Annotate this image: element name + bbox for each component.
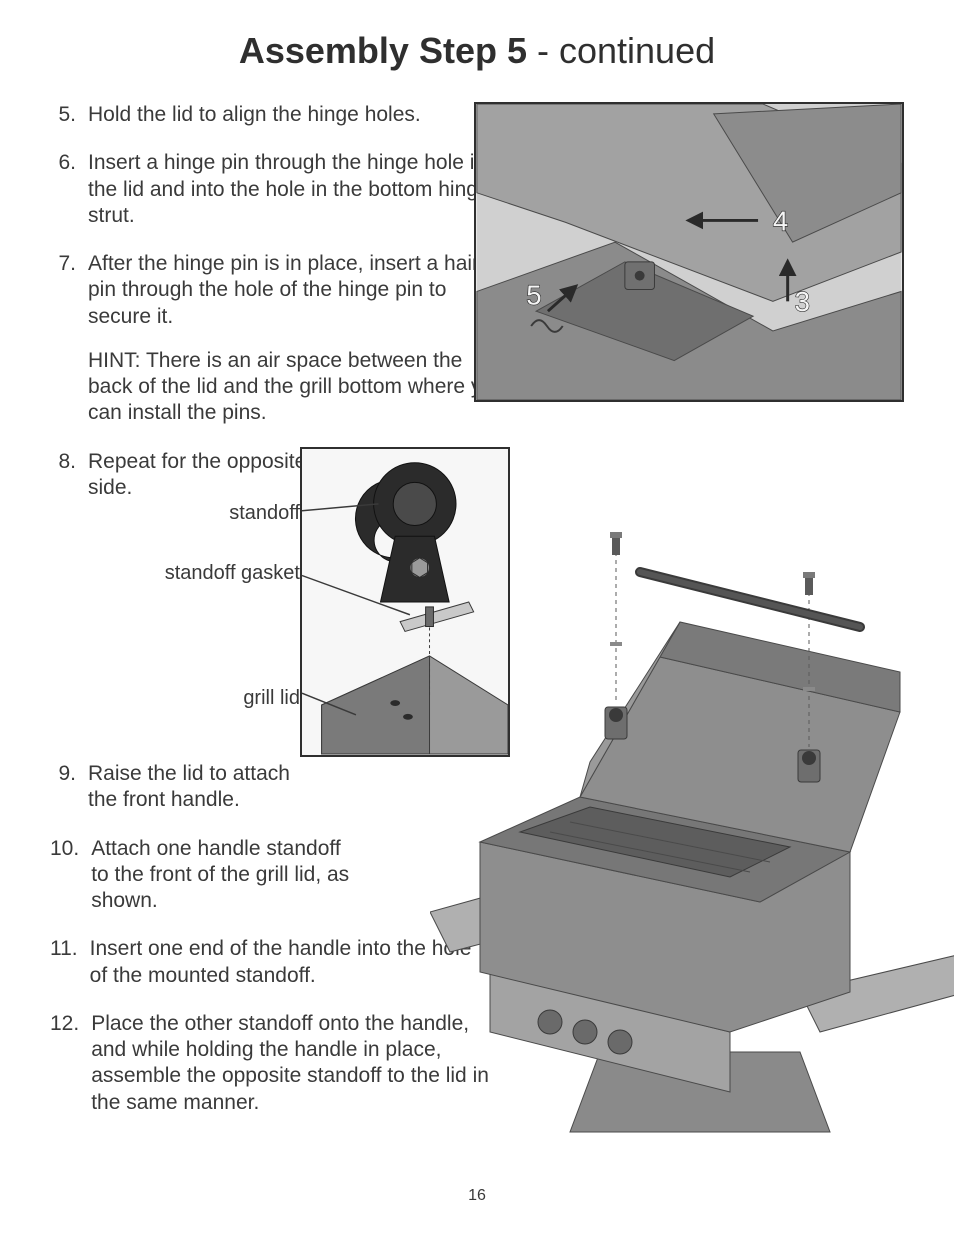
step-12: 12. Place the other standoff onto the ha…	[50, 1011, 904, 1116]
title-light: continued	[559, 30, 715, 71]
label-standoff: standoff	[229, 502, 300, 524]
title-bold: Assembly Step 5	[239, 30, 527, 71]
figure-standoff-detail	[300, 447, 510, 757]
callout-4: 4	[773, 205, 788, 236]
label-grill-lid: grill lid	[243, 687, 300, 709]
step-10: 10. Attach one handle standoff to the fr…	[50, 836, 904, 915]
step-11: 11. Insert one end of the handle into th…	[50, 936, 904, 989]
callout-5: 5	[526, 279, 541, 310]
page-title: Assembly Step 5 - continued	[50, 30, 904, 72]
label-standoff-gasket: standoff gasket	[165, 562, 300, 584]
step-list-lower: 9. Raise the lid to attach the front han…	[50, 761, 904, 1116]
figure-standoff-labels: standoff standoff gasket grill lid	[100, 447, 300, 757]
figure-hinge-detail: 4 3 5	[474, 102, 904, 402]
callout-3: 3	[795, 286, 810, 317]
hint-text: HINT: There is an air space between the …	[88, 348, 508, 427]
step-9: 9. Raise the lid to attach the front han…	[50, 761, 904, 814]
title-sep: -	[527, 30, 559, 71]
page-number: 16	[0, 1187, 954, 1205]
